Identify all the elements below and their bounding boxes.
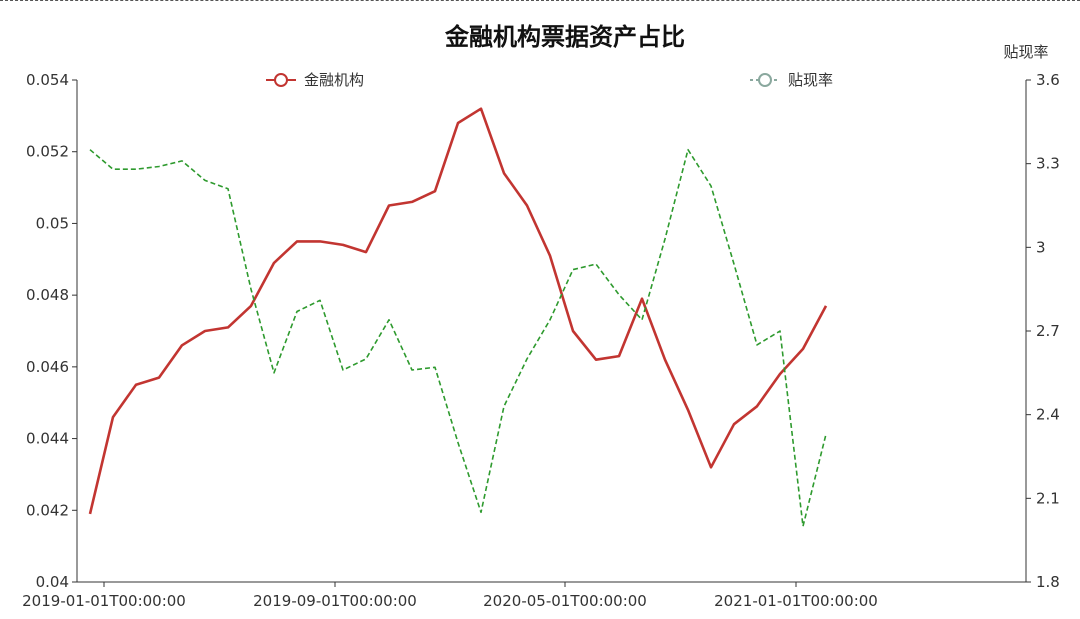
chart-title: 金融机构票据资产占比 [444,23,685,51]
x-tick-label: 2019-01-01T00:00:00 [22,592,186,610]
right-y-tick-label: 3 [1036,238,1046,256]
left-y-tick-label: 0.046 [26,358,69,376]
series-line-1 [89,148,827,527]
x-tick-label: 2019-09-01T00:00:00 [253,592,417,610]
legend-item-1[interactable]: 贴现率 [750,71,833,89]
right-y-tick-label: 2.1 [1036,489,1060,507]
series-layer [88,107,828,527]
left-y-tick-label: 0.05 [36,214,69,232]
legend-marker-icon [274,73,288,87]
legend-marker-icon [758,73,772,87]
axes: 0.04 0.042 0.044 0.046 0.048 0.05 0.052 0.054 1.… [22,71,1060,610]
legend[interactable]: 金融机构 贴现率 [266,71,833,89]
right-axis-name: 贴现率 [1003,43,1048,61]
left-y-tick-label: 0.052 [26,143,69,161]
left-y-tick-label: 0.054 [26,71,69,89]
left-y-tick-label: 0.042 [26,501,69,519]
x-tick-label: 2021-01-01T00:00:00 [714,592,878,610]
x-tick-label: 2020-05-01T00:00:00 [483,592,647,610]
series-line-0 [88,107,828,515]
legend-label: 金融机构 [304,71,364,89]
right-y-tick-label: 2.4 [1036,406,1060,424]
left-y-tick-label: 0.04 [36,573,69,591]
top-dashed-border [0,0,1080,1]
right-y-tick-label: 2.7 [1036,322,1060,340]
left-y-tick-label: 0.044 [26,430,69,448]
right-y-tick-label: 1.8 [1036,573,1060,591]
right-y-tick-label: 3.3 [1036,155,1060,173]
legend-label: 贴现率 [788,71,833,89]
left-y-tick-label: 0.048 [26,286,69,304]
legend-item-0[interactable]: 金融机构 [266,71,364,89]
right-y-tick-label: 3.6 [1036,71,1060,89]
